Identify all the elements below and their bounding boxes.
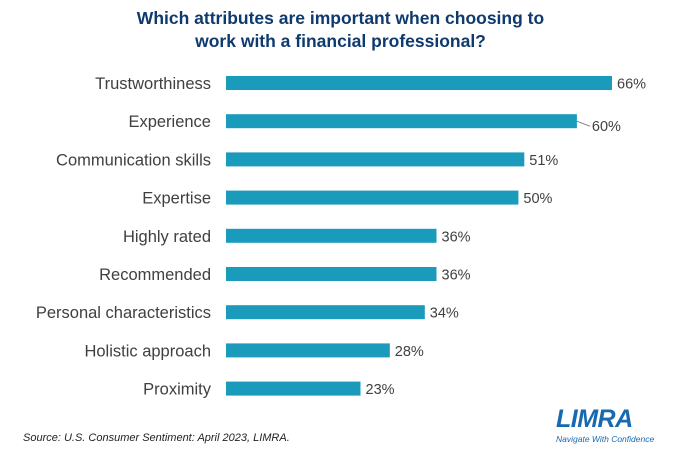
category-label-trustworthiness: Trustworthiness <box>95 75 211 93</box>
chart-title: Which attributes are important when choo… <box>0 7 681 53</box>
value-label-experience: 60% <box>592 119 621 135</box>
bars-layer <box>226 76 612 396</box>
category-label-personal-characteristics: Personal characteristics <box>36 304 211 322</box>
value-label-highly-rated: 36% <box>442 229 471 245</box>
value-label-trustworthiness: 66% <box>617 77 646 93</box>
bar-communication-skills <box>226 152 525 167</box>
value-label-personal-characteristics: 34% <box>430 306 459 322</box>
category-label-highly-rated: Highly rated <box>123 228 211 246</box>
bar-trustworthiness <box>226 76 612 90</box>
bar-recommended <box>226 267 437 281</box>
bar-personal-characteristics <box>226 305 425 320</box>
limra-logo: LIMRA Navigate With Confidence <box>556 406 656 450</box>
value-label-recommended: 36% <box>442 268 471 284</box>
bar-experience <box>226 114 577 129</box>
value-label-holistic-approach: 28% <box>395 344 424 360</box>
logo-wordmark: LIMRA <box>556 405 633 433</box>
source-note: Source: U.S. Consumer Sentiment: April 2… <box>23 432 290 444</box>
bar-expertise <box>226 190 519 205</box>
category-label-holistic-approach: Holistic approach <box>84 342 211 360</box>
chart-title-line-1: Which attributes are important when choo… <box>136 8 545 28</box>
category-label-communication-skills: Communication skills <box>56 151 211 169</box>
logo-tagline: Navigate With Confidence <box>556 434 655 444</box>
category-label-experience: Experience <box>128 113 211 131</box>
value-label-expertise: 50% <box>523 191 552 207</box>
value-label-proximity: 23% <box>366 382 395 398</box>
chart-title-line-2: work with a financial professional? <box>195 31 486 51</box>
labels-layer: Trustworthiness 66% Experience 60% Communica… <box>36 75 646 399</box>
value-label-communication-skills: 51% <box>529 153 558 169</box>
leader-line-experience <box>576 120 591 127</box>
category-label-proximity: Proximity <box>143 381 212 399</box>
category-label-expertise: Expertise <box>142 190 211 208</box>
bar-holistic-approach <box>226 343 390 358</box>
bar-highly-rated <box>226 228 437 243</box>
bar-proximity <box>226 381 361 396</box>
category-label-recommended: Recommended <box>99 266 211 284</box>
